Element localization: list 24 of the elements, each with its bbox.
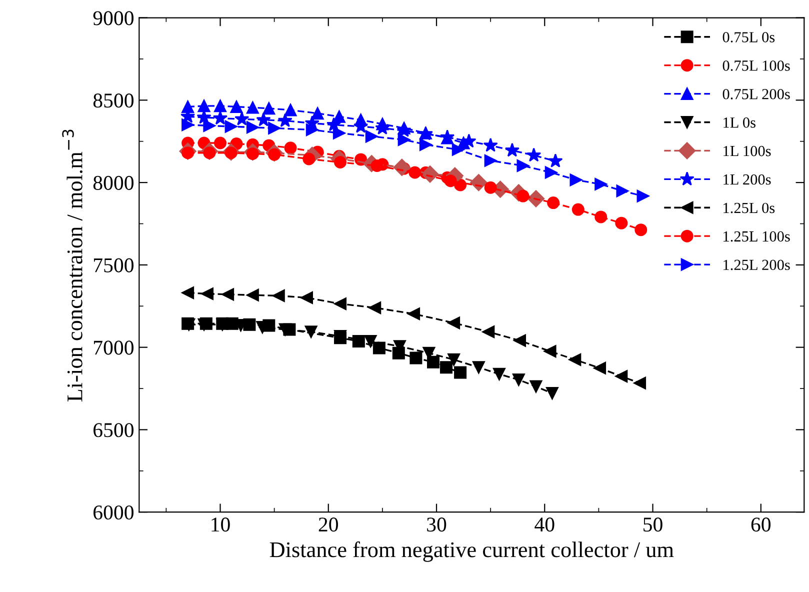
x-axis-title: Distance from negative current collector / um <box>270 541 674 562</box>
x-tick-label: 10 <box>212 518 230 532</box>
y-tick-label: 8500 <box>93 94 134 108</box>
x-tick-label: 60 <box>751 518 771 532</box>
x-tick-label: 40 <box>534 518 554 532</box>
legend-label: 1.25L 200s <box>724 260 790 270</box>
legend-label: 1L 100s <box>724 146 771 156</box>
y-tick-label: 9000 <box>93 11 134 26</box>
legend-label: 0.75L 100s <box>722 60 790 71</box>
legend-label: 1L 0s <box>724 117 756 128</box>
y-tick-label: 7000 <box>94 340 134 355</box>
y-tick-label: 7500 <box>94 258 134 272</box>
x-tick-label: 20 <box>318 518 338 532</box>
y-tick-label: 6000 <box>94 505 134 520</box>
legend-label: 0.75L 0s <box>722 32 775 42</box>
y-tick-label: 6500 <box>94 423 134 438</box>
y-tick-label: 8000 <box>93 176 134 190</box>
legend-label: 0.75L 200s <box>722 88 790 100</box>
legend-label: 1L 200s <box>724 174 771 185</box>
x-tick-label: 50 <box>644 518 662 532</box>
legend-label: 1.25L 0s <box>724 202 775 214</box>
y-axis-title: Li-ion concentraion / mol.m$^{−3}$ <box>62 130 82 402</box>
legend-label: 1.25L 100s <box>724 231 790 242</box>
x-tick-label: 30 <box>427 518 446 532</box>
